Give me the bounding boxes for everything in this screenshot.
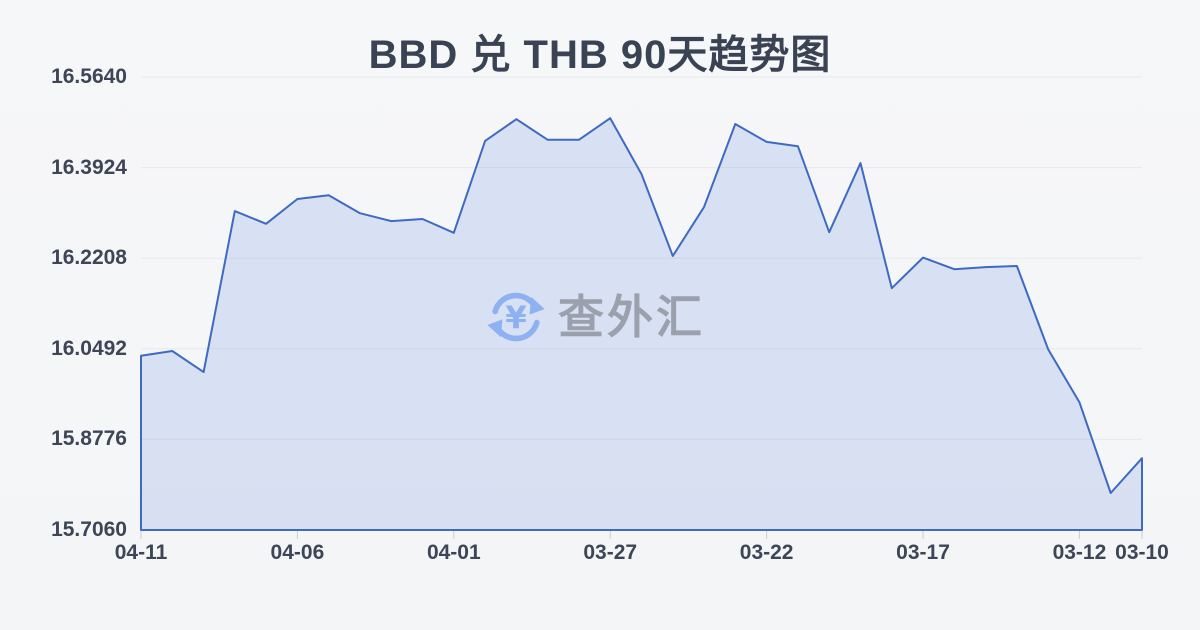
y-axis-label: 16.2208 — [51, 246, 127, 270]
x-axis-label: 03-10 — [1115, 541, 1169, 564]
x-axis-label: 03-27 — [583, 541, 638, 564]
y-axis-label: 15.8776 — [51, 427, 127, 451]
x-axis-label: 03-12 — [1052, 541, 1107, 564]
x-axis-label: 04-01 — [426, 541, 481, 564]
x-axis-label: 04-11 — [114, 541, 168, 564]
area-series[interactable] — [140, 117, 1143, 531]
x-axis-label: 03-22 — [739, 541, 794, 564]
y-axis-label: 15.7060 — [51, 518, 127, 541]
x-axis-label: 04-06 — [270, 541, 325, 564]
x-axis-label: 03-17 — [896, 541, 950, 564]
chart-title: BBD 兑 THB 90天趋势图 — [368, 33, 832, 77]
y-axis-label: 16.3924 — [51, 155, 127, 179]
y-axis-label: 16.0492 — [51, 336, 127, 360]
y-axis-label: 16.5640 — [51, 65, 127, 88]
